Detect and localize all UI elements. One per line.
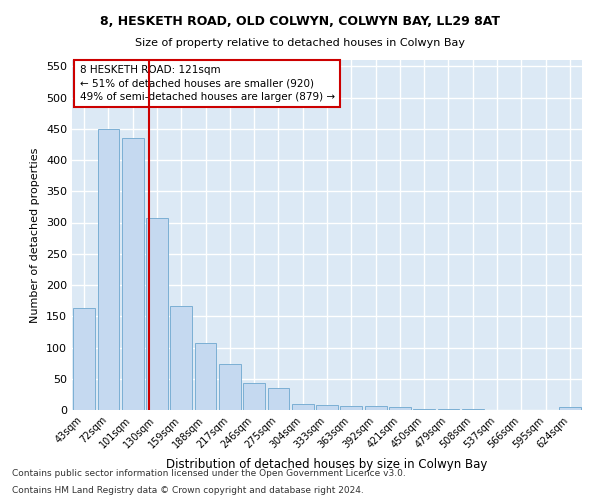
- Bar: [365, 406, 386, 410]
- Bar: [559, 407, 581, 410]
- Text: 8 HESKETH ROAD: 121sqm
← 51% of detached houses are smaller (920)
49% of semi-de: 8 HESKETH ROAD: 121sqm ← 51% of detached…: [80, 66, 335, 102]
- Text: Contains HM Land Registry data © Crown copyright and database right 2024.: Contains HM Land Registry data © Crown c…: [12, 486, 364, 495]
- Bar: [219, 364, 241, 410]
- Bar: [73, 308, 95, 410]
- Bar: [122, 138, 143, 410]
- Bar: [97, 129, 119, 410]
- Bar: [170, 306, 192, 410]
- Bar: [243, 383, 265, 410]
- Bar: [292, 404, 314, 410]
- Y-axis label: Number of detached properties: Number of detached properties: [31, 148, 40, 322]
- X-axis label: Distribution of detached houses by size in Colwyn Bay: Distribution of detached houses by size …: [166, 458, 488, 471]
- Bar: [340, 406, 362, 410]
- Bar: [268, 388, 289, 410]
- Text: Contains public sector information licensed under the Open Government Licence v3: Contains public sector information licen…: [12, 468, 406, 477]
- Bar: [146, 218, 168, 410]
- Text: 8, HESKETH ROAD, OLD COLWYN, COLWYN BAY, LL29 8AT: 8, HESKETH ROAD, OLD COLWYN, COLWYN BAY,…: [100, 15, 500, 28]
- Bar: [316, 405, 338, 410]
- Text: Size of property relative to detached houses in Colwyn Bay: Size of property relative to detached ho…: [135, 38, 465, 48]
- Bar: [389, 407, 411, 410]
- Bar: [194, 343, 217, 410]
